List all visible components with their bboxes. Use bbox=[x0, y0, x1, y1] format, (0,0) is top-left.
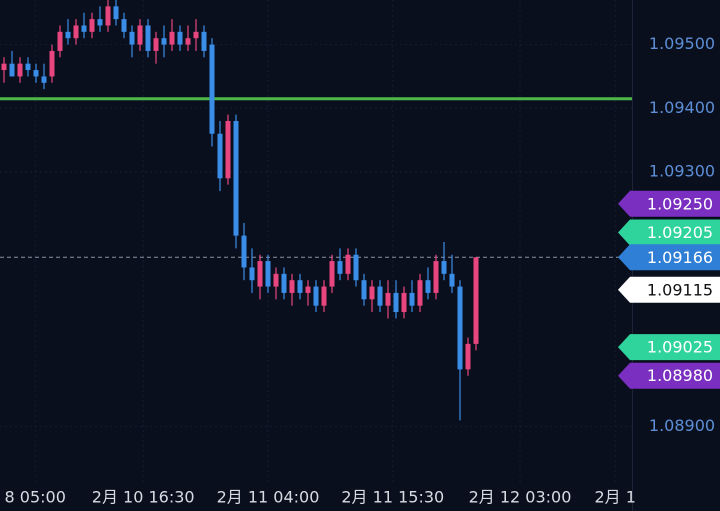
candle-body bbox=[105, 6, 111, 26]
axes: 1.09500 1.09400 1.09300 1.08900 8 05:00 2月 10… bbox=[5, 34, 720, 507]
candle-body bbox=[377, 286, 383, 306]
candle-body bbox=[185, 38, 191, 45]
candle-body bbox=[129, 31, 135, 45]
x-tick-label: 8 05:00 bbox=[5, 488, 66, 507]
candle-body bbox=[73, 25, 79, 39]
price-tag bbox=[618, 276, 720, 303]
price-tag bbox=[618, 219, 720, 246]
price-tag-label: 1.08980 bbox=[647, 366, 713, 385]
candle-body bbox=[241, 235, 247, 268]
y-tick-label: 1.08900 bbox=[649, 416, 715, 435]
candle-body bbox=[473, 257, 479, 344]
x-tick-label: 2月 11 04:00 bbox=[217, 488, 320, 507]
price-tag-label: 1.09250 bbox=[647, 194, 713, 213]
candle-body bbox=[433, 261, 439, 293]
candle-body bbox=[25, 63, 31, 71]
price-tag-label: 1.09205 bbox=[647, 223, 713, 242]
candle-body bbox=[57, 31, 63, 51]
y-tick-label: 1.09400 bbox=[649, 98, 715, 117]
candle-body bbox=[281, 273, 287, 293]
price-tag-label: 1.09115 bbox=[647, 280, 713, 299]
candle-body bbox=[297, 280, 303, 293]
candle-body bbox=[345, 254, 351, 274]
x-tick-label: 2月 1 bbox=[594, 488, 635, 507]
candle-body bbox=[401, 292, 407, 313]
candle-body bbox=[137, 25, 143, 45]
candle-body bbox=[201, 31, 207, 51]
price-tag-label: 1.09166 bbox=[647, 248, 713, 267]
candle-body bbox=[257, 261, 263, 287]
candle-body bbox=[385, 292, 391, 306]
x-tick-label: 2月 11 15:30 bbox=[341, 488, 444, 507]
candle-body bbox=[457, 286, 463, 370]
x-tick-label: 2月 12 03:00 bbox=[469, 488, 572, 507]
candle-body bbox=[33, 70, 39, 77]
y-tick-label: 1.09300 bbox=[649, 161, 715, 180]
candle-body bbox=[313, 286, 319, 306]
candle-body bbox=[305, 286, 311, 293]
candle-body bbox=[41, 76, 47, 83]
candle-body bbox=[65, 31, 71, 39]
candle-body bbox=[233, 121, 239, 236]
candle-body bbox=[249, 267, 255, 281]
candle-body bbox=[217, 133, 223, 179]
candle-body bbox=[337, 261, 343, 274]
x-tick-label: 2月 10 16:30 bbox=[92, 488, 195, 507]
price-tag-label: 1.09025 bbox=[647, 338, 713, 357]
candle-body bbox=[209, 44, 215, 134]
candle-body bbox=[225, 121, 231, 179]
candle-body bbox=[81, 25, 87, 32]
candle-body bbox=[265, 261, 271, 287]
grid bbox=[0, 0, 632, 484]
candle-body bbox=[97, 19, 103, 26]
candle-body bbox=[393, 292, 399, 313]
candle-body bbox=[17, 63, 23, 77]
candle-body bbox=[153, 38, 159, 51]
candle-body bbox=[121, 19, 127, 32]
candle-body bbox=[145, 25, 151, 51]
candle-body bbox=[49, 50, 55, 77]
candle-body bbox=[193, 31, 199, 39]
y-tick-label: 1.09500 bbox=[649, 34, 715, 53]
candle-body bbox=[329, 261, 335, 287]
candle-body bbox=[1, 63, 7, 71]
candle-body bbox=[273, 273, 279, 287]
candle-body bbox=[113, 6, 119, 20]
candle-body bbox=[353, 254, 359, 281]
candle-body bbox=[369, 286, 375, 300]
price-tag bbox=[618, 334, 720, 361]
candle-body bbox=[465, 343, 471, 370]
candle-body bbox=[441, 261, 447, 274]
candle-body bbox=[449, 273, 455, 287]
candle-body bbox=[89, 19, 95, 32]
candle-body bbox=[177, 31, 183, 45]
candle-body bbox=[9, 63, 15, 77]
candle-body bbox=[321, 286, 327, 306]
candle-body bbox=[425, 280, 431, 293]
candle-body bbox=[361, 280, 367, 300]
candle-body bbox=[289, 280, 295, 293]
candle-body bbox=[169, 31, 175, 45]
price-tag bbox=[618, 244, 720, 271]
plot-area bbox=[0, 0, 632, 421]
price-tag bbox=[618, 362, 720, 389]
candle-body bbox=[417, 280, 423, 306]
candle-body bbox=[161, 38, 167, 45]
price-tag bbox=[618, 190, 720, 217]
candle-body bbox=[409, 292, 415, 306]
